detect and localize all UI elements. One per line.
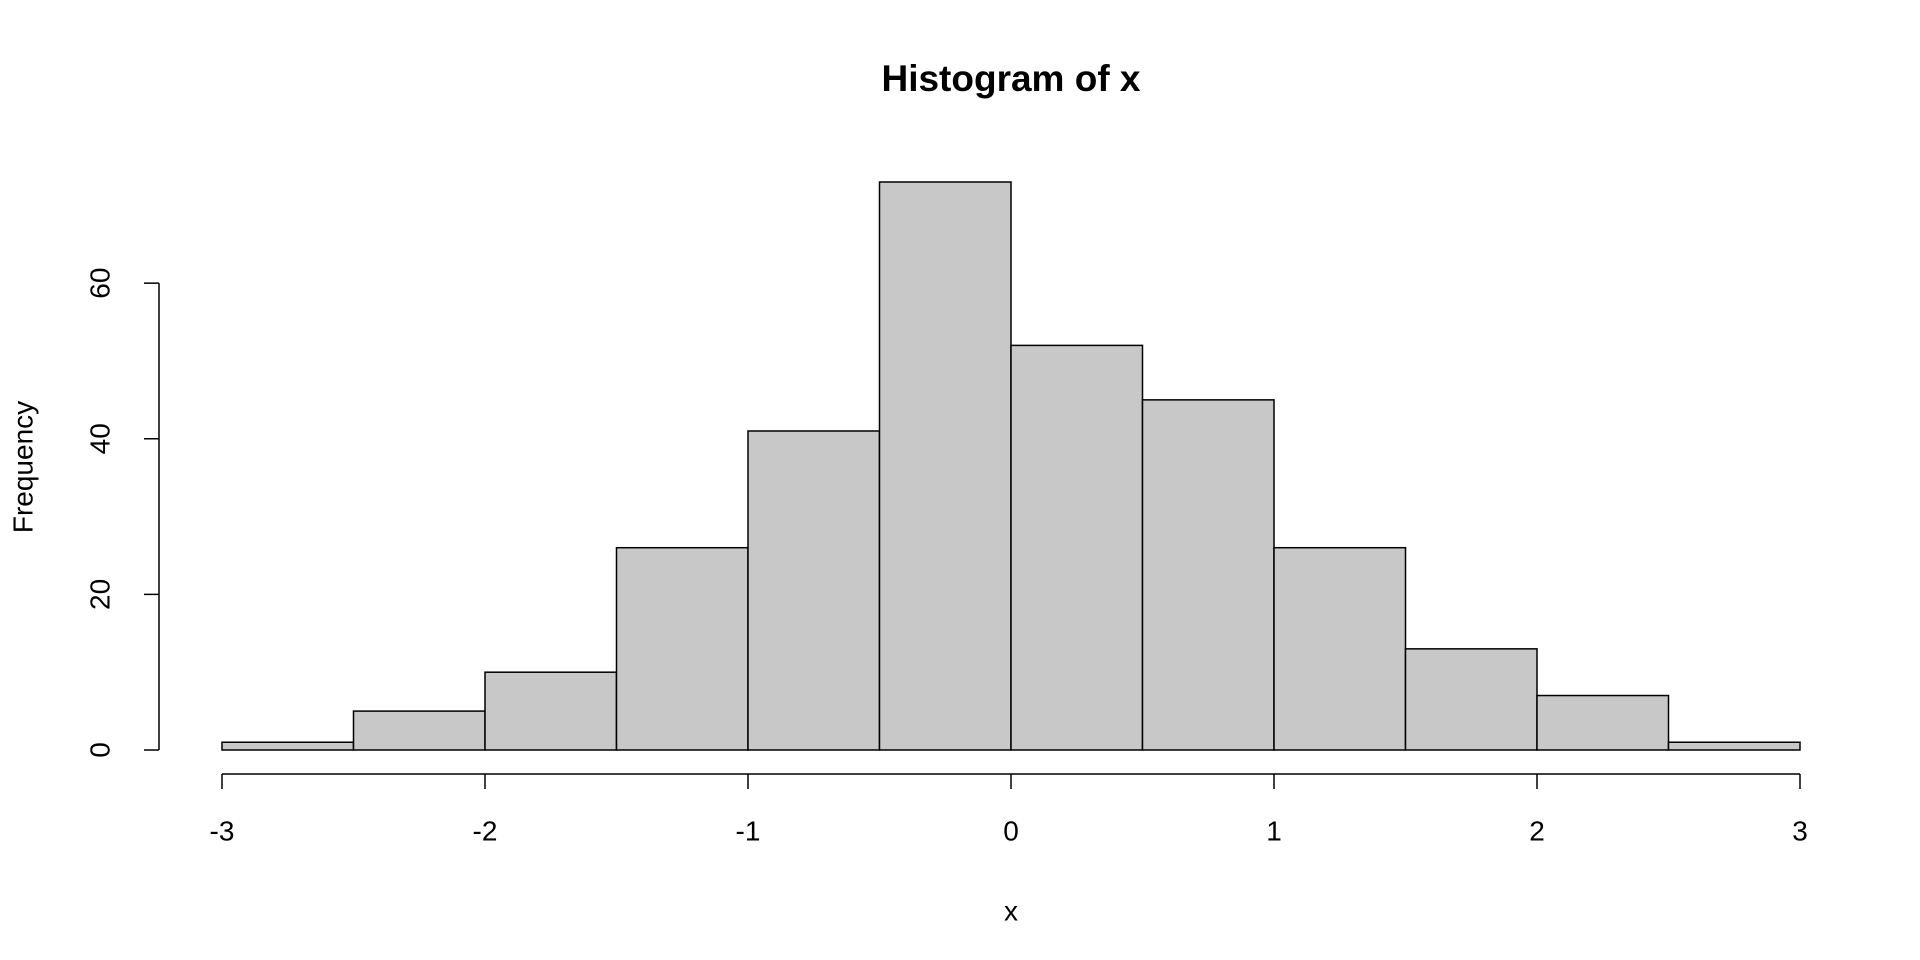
x-tick-label: 0 — [1003, 815, 1019, 846]
y-axis-label: Frequency — [7, 401, 38, 533]
bar — [615, 546, 749, 751]
y-tick-label: 20 — [84, 579, 115, 610]
x-tick-label: -2 — [473, 815, 498, 846]
bar — [1273, 546, 1407, 751]
bar — [1404, 648, 1538, 751]
bar — [1141, 399, 1275, 751]
x-tick-label: -3 — [210, 815, 235, 846]
x-tick-label: 2 — [1529, 815, 1545, 846]
y-tick-label: 60 — [84, 268, 115, 299]
bar — [221, 741, 355, 751]
bar — [878, 181, 1012, 751]
x-tick-label: -1 — [736, 815, 761, 846]
x-tick-label: 3 — [1792, 815, 1808, 846]
bar — [1010, 344, 1144, 751]
y-tick-label: 0 — [84, 742, 115, 758]
bar — [352, 710, 486, 751]
chart-title: Histogram of x — [881, 58, 1140, 99]
bar — [484, 671, 618, 751]
bar — [1667, 741, 1801, 751]
bar — [1536, 694, 1670, 751]
bar — [747, 430, 881, 751]
y-tick-label: 40 — [84, 423, 115, 454]
x-tick-label: 1 — [1266, 815, 1282, 846]
x-axis-label: x — [1004, 895, 1018, 926]
